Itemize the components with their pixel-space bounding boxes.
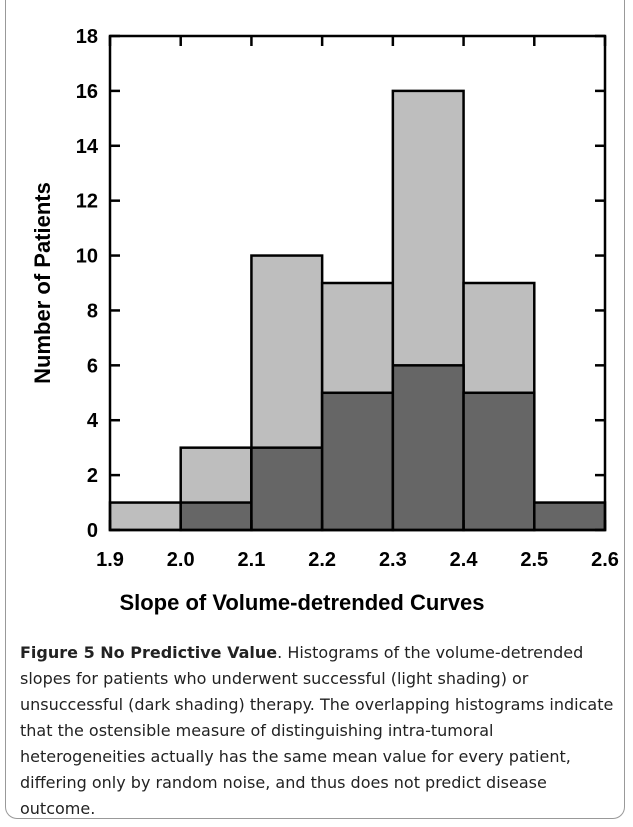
y-tick-label: 14 bbox=[76, 136, 99, 158]
y-tick-label: 10 bbox=[76, 246, 98, 268]
histogram-bar bbox=[320, 391, 395, 532]
y-tick-label: 2 bbox=[87, 465, 98, 487]
x-tick-label: 2.3 bbox=[379, 549, 407, 571]
caption: Figure 5 No Predictive Value. Histograms… bbox=[20, 640, 616, 822]
x-tick-label: 2.2 bbox=[308, 549, 336, 571]
x-tick-label: 1.9 bbox=[96, 549, 124, 571]
histogram-bar bbox=[462, 391, 536, 532]
x-tick-label: 2.6 bbox=[591, 549, 619, 571]
y-axis-label: Number of Patients bbox=[30, 182, 55, 384]
histogram-bar bbox=[533, 501, 607, 532]
y-tick-label: 18 bbox=[76, 26, 98, 48]
y-tick-label: 4 bbox=[87, 410, 99, 432]
x-tick-label: 2.1 bbox=[238, 549, 266, 571]
x-tick-label: 2.5 bbox=[520, 549, 548, 571]
x-axis-label: Slope of Volume-detrended Curves bbox=[119, 590, 484, 615]
figure-frame bbox=[5, 0, 625, 819]
histogram-bar bbox=[391, 364, 465, 532]
plot-frame bbox=[108, 34, 607, 532]
y-tick-label: 16 bbox=[76, 81, 98, 103]
y-tick-label: 0 bbox=[87, 520, 98, 542]
histogram-bar bbox=[108, 501, 182, 532]
y-tick-label: 6 bbox=[87, 355, 98, 377]
y-tick-label: 12 bbox=[76, 191, 98, 213]
y-tick-label: 8 bbox=[87, 300, 98, 322]
caption-title: Figure 5 No Predictive Value bbox=[20, 643, 278, 662]
histogram-bar bbox=[179, 501, 253, 532]
histogram-bar bbox=[250, 446, 324, 532]
x-tick-label: 2.0 bbox=[167, 549, 195, 571]
chart: Slope of Volume-detrended Curves Number … bbox=[30, 26, 619, 615]
caption-text: . Histograms of the volume-detrended slo… bbox=[20, 643, 614, 818]
x-tick-label: 2.4 bbox=[450, 549, 479, 571]
